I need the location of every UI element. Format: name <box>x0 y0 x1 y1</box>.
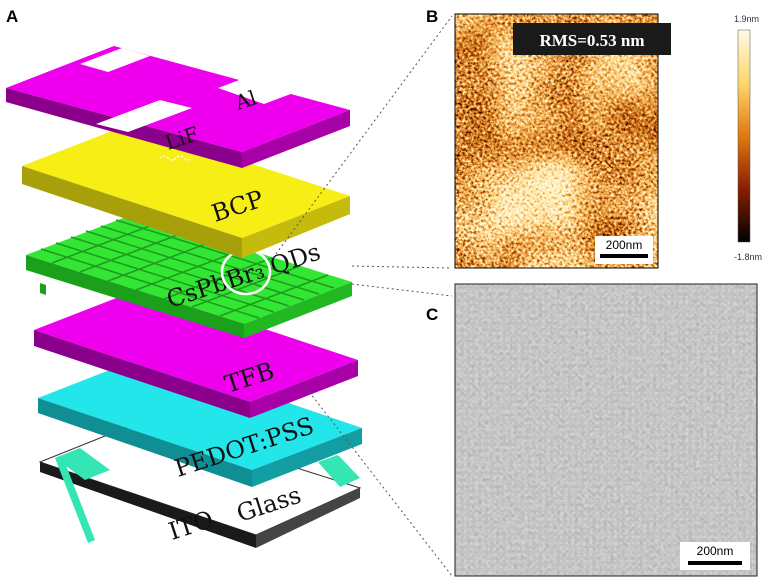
sem-panel: 200nm <box>454 283 758 577</box>
rms-label: RMS=0.53 nm <box>539 31 644 50</box>
ito-strip-right <box>318 455 360 487</box>
lif-dots <box>159 155 193 161</box>
afm-colorbar <box>737 29 751 243</box>
colorbar-max: 1.9nm <box>734 14 759 24</box>
glass-layer: ITO Glass <box>38 419 362 548</box>
qd-layer: CsPbBr₃ QDs <box>26 214 352 338</box>
qd-array <box>40 219 335 319</box>
afm-image <box>455 14 658 268</box>
rms-box <box>513 23 671 55</box>
connector-lines <box>269 15 453 577</box>
electrode-stripe-4 <box>96 100 192 132</box>
panel-label-b: B <box>426 7 438 26</box>
afm-scale-bar <box>600 254 648 258</box>
electrode-layer: Al LiF <box>6 46 350 168</box>
afm-panel: RMS=0.53 nm 200nm 1.9nm -1.8nm <box>454 13 762 269</box>
afm-scale-box <box>595 236 653 264</box>
electrode-stripe-3 <box>218 76 296 104</box>
panel-label-c: C <box>426 305 438 324</box>
electrode-stripe-1 <box>80 48 150 72</box>
afm-scale-label: 200nm <box>606 238 643 252</box>
device-stack: ITO Glass PEDOT:PSS TFB <box>6 46 362 548</box>
electrode-stripe-2 <box>184 46 242 64</box>
pedot-layer: PEDOT:PSS <box>38 355 362 487</box>
bcp-layer: BCP <box>22 124 350 258</box>
tfb-layer: TFB <box>34 288 358 418</box>
sem-scale-bar <box>688 561 742 565</box>
ito-strip-left <box>55 448 110 480</box>
sem-scale-label: 200nm <box>697 544 734 558</box>
panel-label-a: A <box>6 7 18 26</box>
colorbar-min: -1.8nm <box>734 252 762 262</box>
sem-scale-box <box>680 542 750 570</box>
